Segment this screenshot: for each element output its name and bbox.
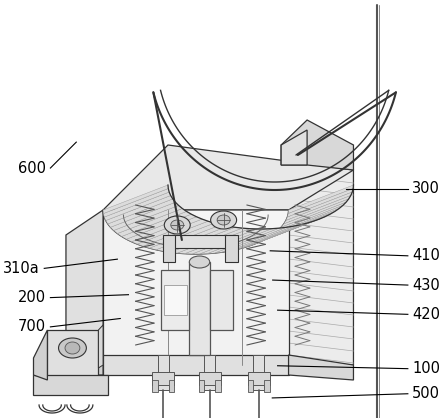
Polygon shape: [169, 380, 175, 392]
Polygon shape: [117, 209, 187, 237]
Polygon shape: [103, 145, 354, 210]
Polygon shape: [103, 189, 169, 217]
Polygon shape: [164, 285, 187, 315]
Polygon shape: [253, 355, 264, 390]
Polygon shape: [166, 235, 235, 248]
Polygon shape: [104, 192, 171, 221]
Polygon shape: [143, 221, 214, 248]
Polygon shape: [260, 214, 330, 242]
Polygon shape: [185, 229, 257, 254]
Text: 420: 420: [412, 307, 440, 322]
Polygon shape: [189, 262, 210, 355]
Polygon shape: [122, 212, 191, 239]
Polygon shape: [248, 380, 253, 392]
Polygon shape: [278, 202, 346, 230]
Polygon shape: [156, 225, 228, 251]
Ellipse shape: [217, 215, 230, 225]
Text: 100: 100: [412, 361, 440, 376]
Polygon shape: [265, 212, 335, 239]
Polygon shape: [103, 210, 288, 365]
Text: 300: 300: [412, 181, 440, 196]
Polygon shape: [177, 228, 249, 254]
Polygon shape: [149, 223, 221, 250]
Polygon shape: [286, 192, 352, 221]
Polygon shape: [108, 199, 175, 227]
Polygon shape: [288, 355, 354, 380]
Polygon shape: [66, 355, 103, 375]
Polygon shape: [152, 372, 175, 385]
Ellipse shape: [210, 211, 237, 229]
Polygon shape: [103, 210, 288, 254]
Polygon shape: [103, 355, 288, 375]
Polygon shape: [106, 196, 173, 224]
Polygon shape: [270, 209, 339, 237]
Polygon shape: [249, 219, 319, 246]
Polygon shape: [152, 380, 158, 392]
Polygon shape: [222, 226, 294, 252]
Ellipse shape: [189, 256, 210, 268]
Polygon shape: [225, 235, 237, 262]
Polygon shape: [281, 130, 307, 165]
Polygon shape: [229, 225, 300, 251]
Polygon shape: [163, 226, 235, 252]
Polygon shape: [210, 270, 233, 330]
Text: 200: 200: [18, 290, 46, 305]
Polygon shape: [215, 380, 221, 392]
Polygon shape: [170, 227, 242, 253]
Polygon shape: [114, 206, 183, 234]
Text: 500: 500: [412, 386, 440, 401]
Polygon shape: [281, 120, 354, 170]
Polygon shape: [248, 372, 270, 385]
Ellipse shape: [65, 342, 80, 354]
Polygon shape: [199, 229, 272, 254]
Polygon shape: [98, 325, 103, 368]
Polygon shape: [132, 217, 202, 244]
Ellipse shape: [164, 216, 190, 234]
Polygon shape: [160, 270, 189, 330]
Polygon shape: [204, 355, 215, 390]
Text: 310a: 310a: [4, 261, 40, 276]
Polygon shape: [214, 227, 287, 253]
Polygon shape: [192, 229, 264, 254]
Polygon shape: [288, 189, 353, 217]
Polygon shape: [47, 330, 98, 380]
Polygon shape: [288, 185, 354, 214]
Polygon shape: [110, 202, 179, 230]
Polygon shape: [103, 185, 168, 214]
Polygon shape: [288, 145, 354, 365]
Text: 600: 600: [18, 161, 46, 176]
Ellipse shape: [58, 338, 86, 358]
Polygon shape: [281, 199, 349, 227]
Ellipse shape: [171, 220, 184, 230]
Polygon shape: [254, 217, 325, 244]
Polygon shape: [66, 210, 103, 365]
Text: 410: 410: [412, 248, 440, 263]
Text: 700: 700: [18, 319, 46, 334]
Polygon shape: [236, 223, 307, 250]
Polygon shape: [158, 355, 169, 390]
Polygon shape: [34, 375, 108, 395]
Polygon shape: [242, 221, 313, 248]
Polygon shape: [137, 219, 208, 246]
Polygon shape: [274, 206, 343, 234]
Polygon shape: [126, 214, 197, 242]
Polygon shape: [207, 228, 279, 254]
Polygon shape: [163, 235, 175, 262]
Polygon shape: [198, 380, 204, 392]
Polygon shape: [198, 372, 221, 385]
Polygon shape: [264, 380, 270, 392]
Polygon shape: [34, 330, 47, 380]
Polygon shape: [284, 196, 351, 224]
Text: 430: 430: [412, 278, 440, 293]
